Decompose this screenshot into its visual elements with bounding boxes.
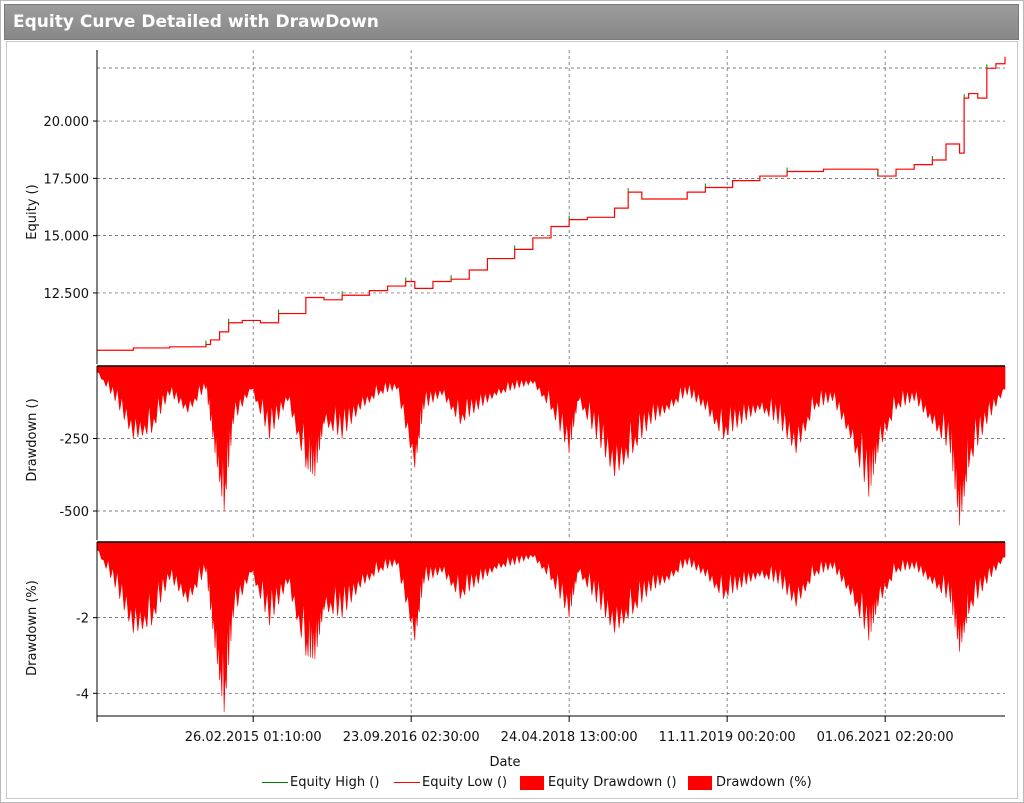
legend-label: Equity Low () (422, 775, 508, 790)
y-tick-label: 17.500 (44, 172, 90, 187)
legend-swatch-red (688, 775, 712, 790)
legend-drawdown-pct[interactable]: Drawdown (%) (688, 775, 812, 790)
y-tick-label: -500 (59, 505, 89, 520)
legend-line-green (262, 782, 288, 783)
title-bar: Equity Curve Detailed with DrawDown (4, 4, 1019, 40)
equity-panel: 12.500 15.000 17.500 20.000 (44, 50, 1006, 364)
x-tick-label: 24.04.2018 13:00:00 (501, 730, 638, 745)
legend-label: Equity Drawdown () (548, 775, 677, 790)
y-tick-label: -4 (76, 687, 89, 702)
y-tick-label: -2 (76, 612, 89, 627)
y-tick-label: 15.000 (44, 230, 90, 245)
y-tick-label: 12.500 (44, 287, 90, 302)
legend-swatch-red (520, 775, 544, 790)
series-line-equity-low (97, 56, 1006, 351)
series-area-drawdown-pct (96, 541, 1006, 713)
drawdown-pct-y-label: Drawdown (%) (25, 580, 40, 676)
window-title: Equity Curve Detailed with DrawDown (13, 12, 379, 32)
x-tick-label: 01.06.2021 02:20:00 (817, 730, 954, 745)
x-tick-label: 11.11.2019 00:20:00 (659, 730, 796, 745)
legend-label: Drawdown (%) (716, 775, 812, 790)
y-tick-label: 20.000 (44, 115, 90, 130)
legend-label: Equity High () (290, 775, 380, 790)
x-axis-label: Date (489, 755, 520, 770)
x-tick-label: 23.09.2016 02:30:00 (343, 730, 480, 745)
legend-line-red (394, 782, 420, 783)
drawdown-abs-panel: -250 -500 (59, 365, 1006, 540)
legend-equity-drawdown[interactable]: Equity Drawdown () (520, 775, 677, 790)
legend-equity-high[interactable]: Equity High () (262, 775, 379, 790)
equity-y-label: Equity () (25, 184, 40, 239)
series-area-drawdown-abs (96, 365, 1006, 526)
drawdown-abs-y-label: Drawdown () (25, 398, 40, 481)
legend-equity-low[interactable]: Equity Low () (394, 775, 507, 790)
x-axis: 26.02.2015 01:10:00 23.09.2016 02:30:00 24… (96, 715, 1005, 745)
drawdown-pct-panel: -2 -4 (76, 541, 1006, 716)
y-tick-label: -250 (59, 433, 89, 448)
x-tick-label: 26.02.2015 01:10:00 (185, 730, 322, 745)
